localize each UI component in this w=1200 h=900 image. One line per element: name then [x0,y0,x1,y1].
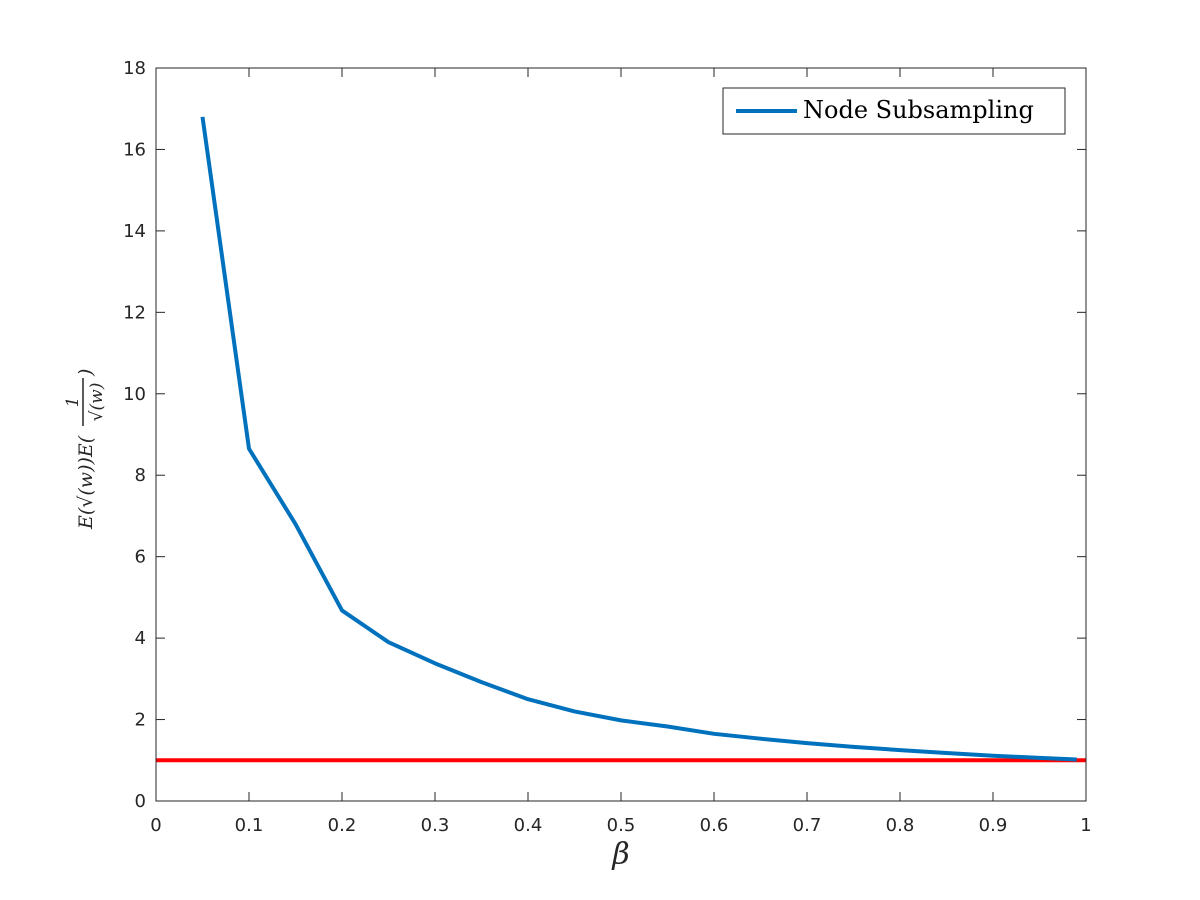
legend-label: Node Subsampling [803,96,1034,124]
y-tick-label: 6 [135,547,146,568]
plot-area [156,68,1086,801]
y-axis-label-denominator: √(w) [87,383,107,422]
legend: Node Subsampling [722,87,1066,135]
y-tick-label: 16 [123,139,146,160]
x-tick-label: 0.1 [235,815,264,836]
y-tick-label: 2 [135,710,146,731]
labels-layer: 0 0.1 0.2 0.3 0.4 0.5 0.6 0.7 0.8 0.9 102468101214… [123,58,1092,836]
y-tick-label: 8 [135,465,146,486]
x-tick-label: 0.3 [421,815,450,836]
y-axis-label-suffix: ) [75,369,97,377]
x-tick-label: 0.7 [793,815,822,836]
y-axis-label: E(√(w))E( 1 √(w) ) [63,369,107,530]
y-tick-label: 4 [135,628,146,649]
x-tick-label: 0.8 [886,815,915,836]
x-axis-label: β [611,837,629,872]
y-axis-label-numerator: 1 [63,397,83,408]
x-tick-label: 0 [150,815,161,836]
y-tick-label: 10 [123,384,146,405]
series-line-0 [200,116,1077,762]
ticks-layer [155,67,1087,802]
x-tick-label: 0.9 [979,815,1008,836]
y-tick-label: 14 [123,221,146,242]
x-tick-label: 0.5 [607,815,636,836]
x-tick-label: 0.6 [700,815,729,836]
y-axis-label-prefix: E(√(w))E( [75,435,97,530]
y-tick-label: 12 [123,302,146,323]
y-tick-label: 18 [123,58,146,79]
x-tick-label: 0.2 [328,815,357,836]
x-tick-label: 1 [1080,815,1091,836]
x-tick-label: 0.4 [514,815,543,836]
y-tick-label: 0 [135,791,146,812]
series-layer [156,116,1086,763]
